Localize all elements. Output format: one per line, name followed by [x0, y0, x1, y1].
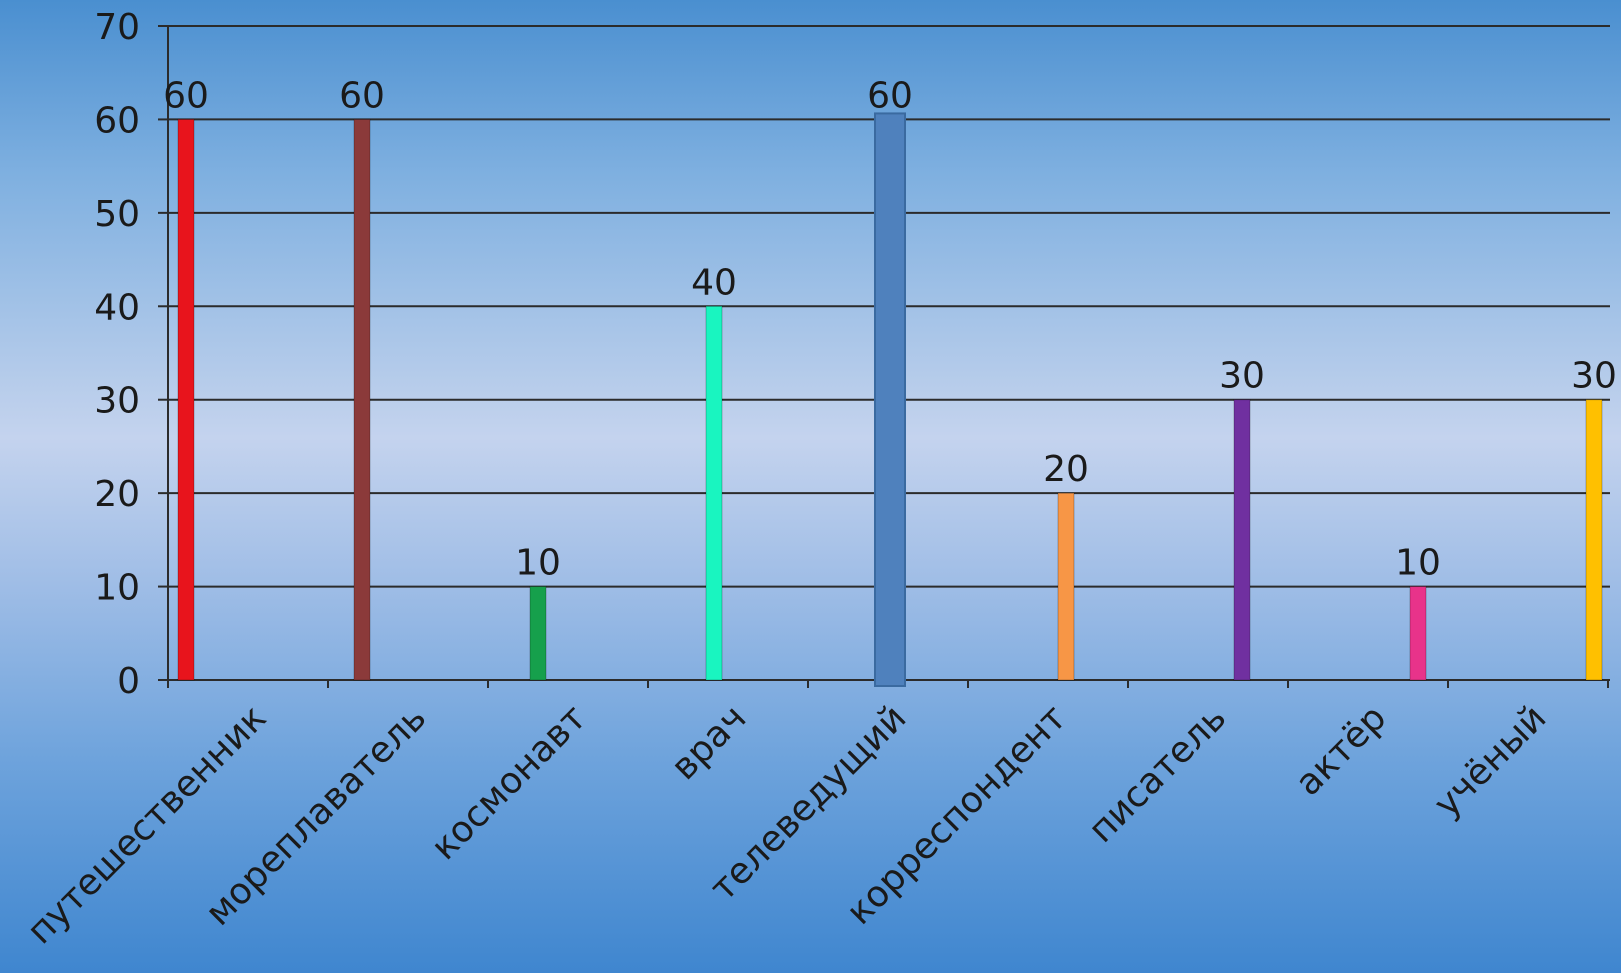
- bar-7: [1233, 399, 1251, 681]
- x-category-label: космонавт: [424, 697, 595, 868]
- bars: [177, 112, 1603, 687]
- bar-2: [353, 118, 371, 681]
- data-label: 30: [1219, 356, 1265, 397]
- x-category-label: учёный: [1426, 697, 1554, 825]
- bar-8: [1409, 586, 1427, 681]
- x-category-label: актёр: [1288, 697, 1395, 804]
- y-tick-labels: 0 10 20 30 40 50 60 70: [94, 7, 140, 702]
- x-category-label: писатель: [1081, 697, 1235, 851]
- data-labels: 60 60 10 40 60 20 30 10 30: [163, 75, 1617, 583]
- y-tick-label: 60: [94, 100, 140, 141]
- data-label: 10: [1395, 543, 1441, 584]
- bar-5: [874, 112, 906, 687]
- y-tick-label: 40: [94, 287, 140, 328]
- data-label: 60: [339, 75, 385, 116]
- data-label: 60: [163, 75, 209, 116]
- y-tick-label: 0: [117, 661, 140, 702]
- data-label: 40: [691, 262, 737, 303]
- data-label: 10: [515, 543, 561, 584]
- data-label: 30: [1571, 356, 1617, 397]
- bar-9: [1585, 399, 1603, 681]
- data-label: 60: [867, 75, 913, 116]
- bar-1: [177, 118, 195, 681]
- y-tick-label: 30: [94, 381, 140, 422]
- x-category-label: врач: [664, 697, 755, 788]
- data-label: 20: [1043, 449, 1089, 490]
- bar-4: [705, 305, 723, 681]
- y-tick-label: 50: [94, 194, 140, 235]
- y-tick-label: 10: [94, 568, 140, 609]
- bar-6: [1057, 492, 1075, 681]
- bar-3: [529, 586, 547, 681]
- y-tick-label: 70: [94, 7, 140, 48]
- y-tick-label: 20: [94, 474, 140, 515]
